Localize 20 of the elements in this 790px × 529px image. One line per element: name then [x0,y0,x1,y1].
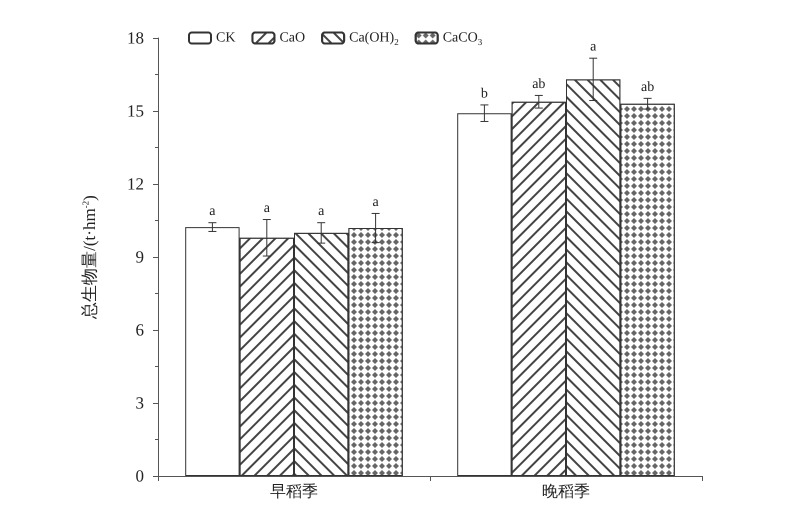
x-tick-label: 早稻季 [270,482,318,500]
y-tick-label: 6 [136,320,144,340]
y-tick-label: 12 [127,174,144,194]
y-tick-label: 3 [136,394,144,412]
data-label: b [480,86,488,102]
legend-label: CK [216,30,236,46]
data-label: a [590,40,598,55]
legend-label: CaO [279,30,306,46]
y-axis-title: 总生物量/(t·hm-2) [80,195,99,320]
y-tick-label: 0 [136,466,144,486]
data-label: a [372,194,380,210]
data-label: ab [640,80,654,95]
x-tick-label: 晚稻季 [542,482,590,500]
y-tick-label: 9 [136,248,144,266]
y-tick-label: 15 [127,102,144,120]
y-tick-label: 18 [127,28,144,48]
data-label: a [264,201,271,216]
data-label: a [318,204,326,220]
data-label: ab [532,76,546,92]
data-label: a [209,204,216,220]
